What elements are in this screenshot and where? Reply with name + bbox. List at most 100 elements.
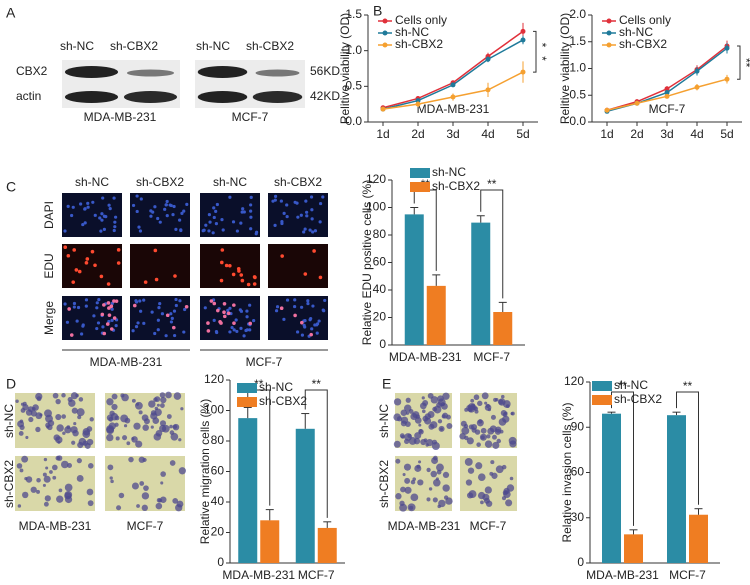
- stained-cell: [19, 424, 25, 430]
- stained-cell: [35, 392, 43, 401]
- nucleus: [142, 321, 146, 325]
- stained-cell: [61, 460, 69, 469]
- stained-cell: [437, 419, 443, 424]
- legend-label: sh-NC: [259, 380, 293, 394]
- cell-line: MCF-7: [232, 110, 269, 124]
- stained-cell: [490, 414, 496, 420]
- nucleus: [179, 228, 183, 233]
- nucleus: [149, 209, 153, 213]
- bar: [317, 527, 337, 563]
- stained-cell: [445, 414, 451, 420]
- stained-cell: [477, 400, 483, 407]
- y-tick-label: 80: [211, 433, 225, 447]
- edu-cell: [219, 260, 224, 265]
- stained-cell: [25, 435, 29, 440]
- edu-cell: [220, 248, 225, 252]
- stained-cell: [52, 392, 59, 399]
- stained-cell: [487, 408, 491, 412]
- nucleus: [318, 201, 323, 206]
- stained-cell: [135, 401, 143, 410]
- panel-label: C: [6, 179, 16, 195]
- nucleus: [317, 319, 321, 323]
- stained-cell: [128, 456, 134, 463]
- edu-cell: [102, 331, 107, 336]
- nucleus: [232, 328, 236, 332]
- bar: [404, 214, 424, 345]
- edu-cell: [107, 306, 111, 310]
- nucleus: [156, 328, 160, 332]
- stained-cell: [160, 471, 166, 477]
- stained-cell: [431, 457, 439, 465]
- nucleus: [318, 220, 322, 224]
- edu-cell: [231, 272, 236, 277]
- stained-cell: [412, 477, 417, 481]
- stained-cell: [55, 413, 62, 421]
- nucleus: [81, 324, 85, 328]
- legend-label: sh-NC: [619, 25, 653, 39]
- stained-cell: [28, 416, 34, 423]
- stained-cell: [467, 405, 476, 413]
- nucleus: [215, 330, 219, 335]
- nucleus: [100, 218, 104, 222]
- nucleus: [214, 209, 218, 213]
- stained-cell: [56, 424, 64, 432]
- stained-cell: [480, 427, 487, 434]
- stained-cell: [459, 432, 466, 440]
- stained-cell: [71, 407, 78, 414]
- edu-cell: [279, 306, 284, 310]
- stained-cell: [445, 497, 453, 505]
- stained-cell: [408, 409, 414, 414]
- stained-cell: [490, 460, 495, 465]
- nucleus: [212, 318, 216, 322]
- nucleus: [315, 322, 320, 326]
- nucleus: [249, 227, 253, 231]
- nucleus: [66, 204, 70, 208]
- nucleus: [241, 207, 245, 211]
- stained-cell: [154, 408, 162, 416]
- nucleus: [180, 211, 184, 215]
- y-axis-label: Relative migration cells (%): [198, 399, 212, 544]
- nucleus: [221, 228, 225, 232]
- x-tick-label: 3d: [446, 127, 459, 141]
- stained-cell: [400, 486, 406, 493]
- stained-cell: [155, 430, 163, 437]
- nucleus: [63, 302, 67, 306]
- x-tick-label: 2d: [411, 127, 424, 141]
- marker: [415, 98, 421, 104]
- nucleus: [228, 306, 232, 310]
- stained-cell: [461, 426, 470, 435]
- nucleus: [174, 303, 178, 308]
- stained-cell: [474, 409, 479, 414]
- legend-marker: [382, 30, 388, 36]
- y-tick-label: 0.5: [345, 79, 362, 93]
- nucleus: [234, 318, 238, 322]
- bar: [471, 222, 491, 345]
- edu-cell: [240, 278, 245, 283]
- stained-cell: [131, 436, 138, 443]
- image-column: sh-NC: [213, 175, 247, 189]
- nucleus: [282, 211, 286, 215]
- stained-cell: [120, 414, 129, 423]
- nucleus: [207, 229, 211, 233]
- stained-cell: [57, 440, 61, 444]
- y-tick-label: 0: [577, 555, 584, 569]
- legend-label: sh-NC: [432, 165, 466, 179]
- edu-cell: [116, 248, 121, 252]
- stained-cell: [161, 424, 170, 433]
- nucleus: [285, 214, 289, 219]
- edu-cell: [312, 249, 316, 253]
- y-tick-label: 1.5: [569, 34, 586, 48]
- marker: [664, 86, 670, 92]
- stained-cell: [477, 473, 486, 481]
- stained-cell: [493, 397, 498, 402]
- stained-cell: [155, 502, 163, 510]
- nucleus: [100, 212, 104, 216]
- marker: [415, 101, 421, 107]
- stained-cell: [77, 415, 82, 420]
- nucleus: [321, 195, 325, 199]
- blot-band: [64, 66, 119, 78]
- stained-cell: [106, 398, 114, 406]
- nucleus: [153, 331, 157, 336]
- stained-cell: [141, 492, 150, 500]
- nucleus: [296, 215, 300, 219]
